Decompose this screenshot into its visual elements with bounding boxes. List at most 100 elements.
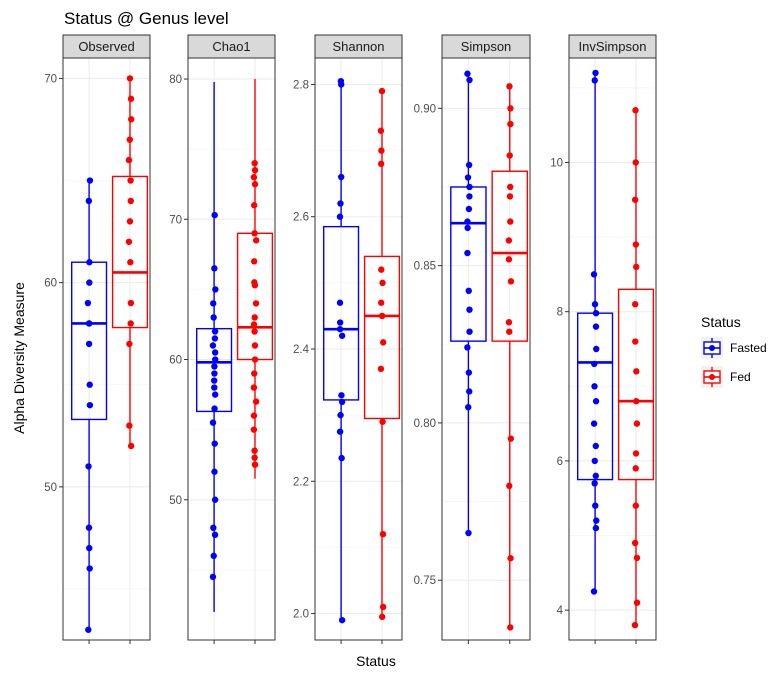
data-point [593,517,600,524]
legend-label: Fasted [730,341,767,355]
data-point [85,340,93,348]
y-axis-title: Alpha Diversity Measure [11,282,27,434]
y-tick-label: 0.75 [414,575,436,587]
data-point [632,465,639,472]
legend-key-point [709,345,715,351]
box-series-fasted [577,69,614,595]
box-series-fed [236,79,274,479]
data-point [506,152,513,159]
panel-border [314,57,403,641]
data-point [125,156,133,164]
y-tick-label: 2.4 [293,344,310,356]
data-point [379,418,386,425]
x-axis-title: Status [356,653,396,669]
data-point [591,301,599,308]
data-point [591,383,598,390]
panel-border [62,57,151,641]
data-point [127,177,134,184]
panel-border [187,57,276,641]
legend-key-point [709,374,715,380]
data-point [379,279,386,287]
data-point [505,237,513,244]
data-point [210,524,217,532]
y-tick-label: 0.90 [414,103,436,115]
data-point [338,173,345,181]
data-point [85,320,93,327]
data-point [211,377,218,384]
data-point [632,450,640,457]
data-point [466,388,473,395]
data-point [592,309,600,317]
data-point [632,107,639,114]
data-point [464,70,471,77]
data-point [251,230,258,237]
data-point [251,328,258,335]
data-point [507,218,514,225]
data-point [209,419,217,426]
box-series-fed [617,107,655,629]
data-point [593,345,600,353]
data-point [251,447,258,454]
data-point [631,196,639,203]
data-point [126,75,134,82]
data-point [128,116,135,123]
data-point [377,160,385,168]
data-point [251,181,259,188]
data-point [211,531,219,539]
panel-border [568,57,657,641]
data-point [507,105,514,112]
y-tick-label: 6 [557,456,563,468]
data-point [464,224,471,232]
data-point [211,265,218,272]
data-point [86,381,93,388]
y-tick-label: 10 [550,157,563,169]
box-series-fasted [195,81,233,612]
data-point [251,370,258,377]
data-point [464,249,471,257]
facet-strip-label: Chao1 [212,39,250,54]
facet-panel-shannon: Shannon 2.0 2.2 2.4 2.6 2.8 [293,34,403,644]
data-point [632,338,639,345]
data-point [378,87,386,95]
data-point [127,442,135,450]
panel-border [441,57,531,641]
data-point [633,398,640,405]
panel-background [441,57,531,641]
legend-key-fasted: Fasted [701,337,767,359]
data-point [592,442,599,450]
data-point [633,263,640,271]
data-point [378,147,385,154]
data-point [85,463,92,470]
data-point [377,127,385,134]
data-point [211,496,219,503]
data-point [251,454,258,461]
y-tick-label: 50 [169,495,182,507]
data-point [466,306,473,313]
y-tick-label: 0.85 [414,261,436,273]
data-point [338,454,345,462]
data-point [127,197,134,205]
data-point [250,384,258,391]
data-point [631,301,639,308]
data-point [251,342,259,349]
facet-strip-label: Observed [78,39,134,54]
data-point [590,588,598,595]
data-point [251,202,258,209]
data-point [506,193,514,200]
data-point [507,555,514,562]
box-series-fed [363,87,401,621]
data-point [125,238,133,245]
data-point [85,524,93,531]
data-point [465,205,473,213]
y-tick-label: 2.8 [293,79,309,91]
data-point [209,573,217,581]
y-tick-label: 70 [169,214,182,226]
data-point [591,360,598,368]
y-tick-label: 60 [44,278,57,290]
data-point [507,624,514,631]
data-point [505,319,513,326]
data-point [631,539,639,547]
box-iqr [363,255,401,420]
data-point [251,356,259,363]
data-point [212,286,219,293]
